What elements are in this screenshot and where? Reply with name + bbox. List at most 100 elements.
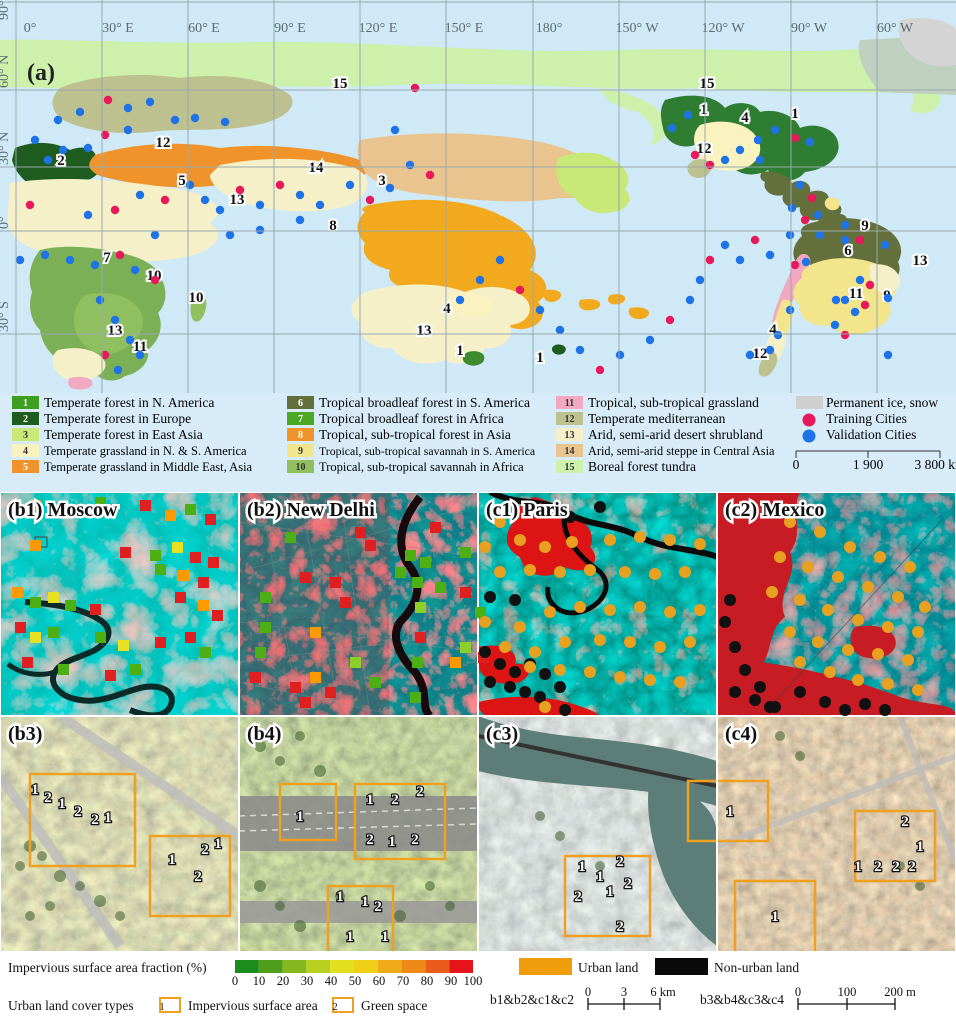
svg-text:6 km: 6 km xyxy=(650,985,676,999)
svg-text:7: 7 xyxy=(298,414,303,425)
svg-text:10: 10 xyxy=(189,290,204,306)
svg-text:2: 2 xyxy=(194,869,202,885)
svg-text:13: 13 xyxy=(108,323,123,339)
svg-text:60° W: 60° W xyxy=(877,21,914,36)
svg-text:1: 1 xyxy=(58,796,66,812)
svg-text:20: 20 xyxy=(277,974,290,988)
svg-text:10: 10 xyxy=(296,462,306,473)
svg-text:180°: 180° xyxy=(536,21,563,36)
svg-text:1: 1 xyxy=(361,894,369,910)
svg-text:b3&b4&c3&c4: b3&b4&c3&c4 xyxy=(700,992,784,1007)
svg-text:14: 14 xyxy=(565,446,575,457)
svg-text:Temperate forest in N. America: Temperate forest in N. America xyxy=(44,395,214,410)
svg-text:100: 100 xyxy=(464,974,483,988)
svg-text:13: 13 xyxy=(913,253,928,269)
svg-text:13: 13 xyxy=(565,430,575,441)
svg-text:3 800 km: 3 800 km xyxy=(914,457,956,472)
svg-text:1: 1 xyxy=(606,884,614,900)
svg-text:2: 2 xyxy=(616,919,624,935)
svg-text:Temperate forest in Europe: Temperate forest in Europe xyxy=(44,411,191,426)
svg-text:1: 1 xyxy=(536,350,544,366)
svg-text:Boreal forest tundra: Boreal forest tundra xyxy=(588,459,696,474)
svg-text:1: 1 xyxy=(578,859,586,875)
svg-text:2: 2 xyxy=(366,832,374,848)
svg-text:Arid, semi-arid steppe in Cent: Arid, semi-arid steppe in Central Asia xyxy=(588,444,775,458)
svg-text:Tropical, sub-tropical forest: Tropical, sub-tropical forest in Asia xyxy=(319,427,511,442)
svg-text:30° S: 30° S xyxy=(0,301,12,332)
svg-text:200 m: 200 m xyxy=(884,985,916,999)
svg-text:30: 30 xyxy=(301,974,314,988)
svg-text:2: 2 xyxy=(874,859,882,875)
svg-text:2: 2 xyxy=(416,784,424,800)
svg-text:2: 2 xyxy=(23,414,28,425)
svg-text:4: 4 xyxy=(23,446,28,457)
svg-text:7: 7 xyxy=(103,250,111,266)
svg-text:90: 90 xyxy=(445,974,458,988)
svg-text:150° E: 150° E xyxy=(445,21,484,36)
svg-text:0°: 0° xyxy=(24,21,37,36)
svg-text:30° N: 30° N xyxy=(0,132,12,165)
svg-text:1: 1 xyxy=(726,804,734,820)
svg-text:2: 2 xyxy=(901,814,909,830)
svg-text:Urban land cover types: Urban land cover types xyxy=(8,998,134,1013)
svg-text:15: 15 xyxy=(565,462,575,473)
svg-text:1: 1 xyxy=(214,836,222,852)
svg-text:11: 11 xyxy=(565,398,574,409)
svg-text:30° E: 30° E xyxy=(102,21,134,36)
svg-text:1: 1 xyxy=(23,398,28,409)
svg-text:2: 2 xyxy=(44,790,52,806)
svg-text:13: 13 xyxy=(417,323,432,339)
svg-text:Arid, semi-arid desert shrubla: Arid, semi-arid desert shrubland xyxy=(588,427,763,442)
svg-text:13: 13 xyxy=(230,192,245,208)
svg-text:90°: 90° xyxy=(0,0,12,20)
svg-text:3: 3 xyxy=(621,985,627,999)
svg-text:2: 2 xyxy=(574,889,582,905)
svg-text:Tropical, sub-tropical savanna: Tropical, sub-tropical savannah in Afric… xyxy=(319,460,524,474)
svg-text:0°: 0° xyxy=(0,216,12,229)
svg-text:2: 2 xyxy=(332,1001,338,1013)
svg-text:1: 1 xyxy=(31,782,39,798)
svg-text:100: 100 xyxy=(838,985,857,999)
svg-text:2: 2 xyxy=(391,792,399,808)
svg-text:90° E: 90° E xyxy=(274,21,306,36)
svg-text:2: 2 xyxy=(411,832,419,848)
svg-text:5: 5 xyxy=(23,462,28,473)
svg-text:120° E: 120° E xyxy=(359,21,398,36)
svg-text:1: 1 xyxy=(596,869,604,885)
svg-text:4: 4 xyxy=(741,110,749,126)
svg-text:0: 0 xyxy=(793,457,800,472)
svg-text:1: 1 xyxy=(791,106,799,122)
svg-text:1: 1 xyxy=(771,909,779,925)
svg-text:12: 12 xyxy=(156,135,171,151)
svg-text:1: 1 xyxy=(456,343,464,359)
svg-text:(b2) New Delhi: (b2) New Delhi xyxy=(247,499,375,521)
svg-text:Green space: Green space xyxy=(361,998,427,1013)
svg-text:Training Cities: Training Cities xyxy=(826,411,907,426)
svg-text:1: 1 xyxy=(854,859,862,875)
svg-text:Permanent ice, snow: Permanent ice, snow xyxy=(826,395,938,410)
svg-text:50: 50 xyxy=(349,974,362,988)
svg-text:0: 0 xyxy=(585,985,591,999)
svg-text:3: 3 xyxy=(23,430,28,441)
svg-text:Temperate mediterranean: Temperate mediterranean xyxy=(588,411,726,426)
svg-text:40: 40 xyxy=(325,974,338,988)
svg-text:Temperate forest in East Asia: Temperate forest in East Asia xyxy=(44,427,203,442)
svg-text:Temperate grassland in Middle: Temperate grassland in Middle East, Asia xyxy=(44,460,253,474)
svg-text:1: 1 xyxy=(381,929,389,945)
svg-text:Tropical, sub-tropical savanna: Tropical, sub-tropical savannah in S. Am… xyxy=(319,444,536,458)
svg-text:2: 2 xyxy=(74,804,82,820)
svg-text:(c3): (c3) xyxy=(486,723,518,745)
svg-text:150° W: 150° W xyxy=(615,21,659,36)
svg-text:6: 6 xyxy=(298,398,303,409)
svg-text:Tropical broadleaf forest in S: Tropical broadleaf forest in S. America xyxy=(319,395,530,410)
svg-text:12: 12 xyxy=(753,346,768,362)
svg-text:(c2) Mexico: (c2) Mexico xyxy=(725,499,824,521)
svg-text:Non-urban land: Non-urban land xyxy=(714,960,799,975)
svg-text:8: 8 xyxy=(298,430,303,441)
svg-text:1: 1 xyxy=(700,102,708,118)
svg-text:(c4): (c4) xyxy=(725,723,757,745)
svg-text:5: 5 xyxy=(178,173,186,189)
svg-text:0: 0 xyxy=(232,974,238,988)
svg-text:1: 1 xyxy=(388,834,396,850)
svg-text:14: 14 xyxy=(309,160,325,176)
